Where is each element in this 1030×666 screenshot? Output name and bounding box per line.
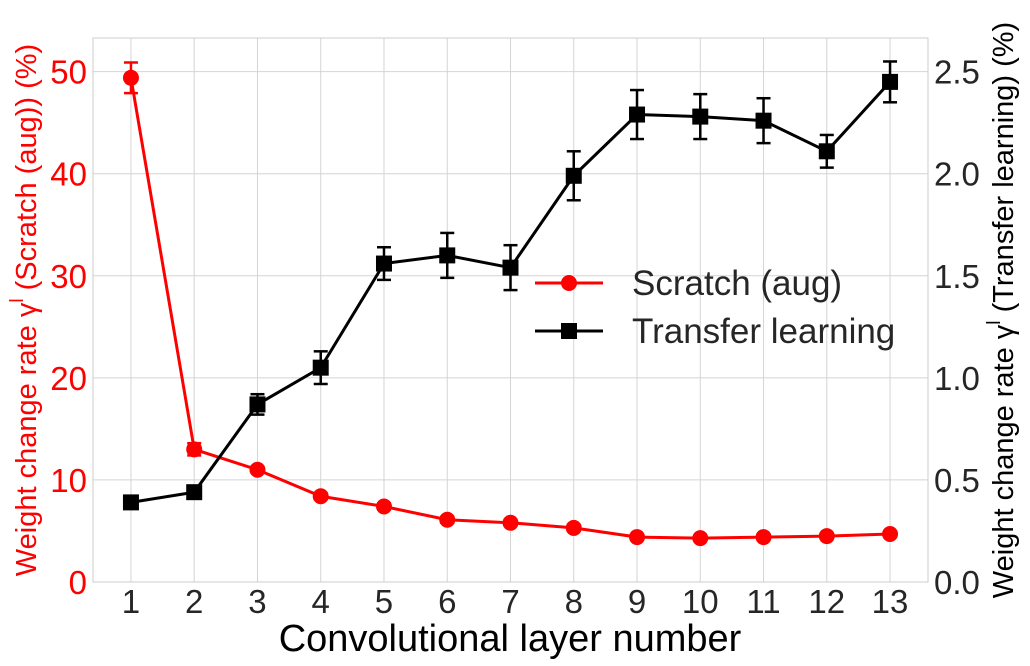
- data-point-transfer: [629, 106, 646, 123]
- data-point-scratch: [692, 530, 709, 547]
- x-tick-label: 4: [312, 583, 330, 620]
- legend: Scratch (aug) Transfer learning: [535, 264, 895, 351]
- y-axis-label-left: Weight change rate γl (Scratch (aug)) (%…: [7, 44, 43, 576]
- legend-item-scratch: Scratch (aug): [535, 264, 842, 303]
- y-tick-label-right: 2.5: [934, 54, 980, 91]
- data-point-transfer: [312, 359, 329, 376]
- series-transfer: [122, 60, 899, 511]
- data-point-transfer: [502, 259, 519, 276]
- data-point-scratch: [502, 514, 519, 531]
- legend-item-transfer: Transfer learning: [535, 312, 895, 351]
- y-axis-label-right-superscript: l: [984, 320, 1005, 324]
- legend-marker: [561, 275, 577, 291]
- data-point-transfer: [755, 112, 772, 129]
- x-tick-label: 13: [872, 583, 909, 620]
- x-tick-label: 1: [122, 583, 140, 620]
- data-point-transfer: [818, 143, 835, 160]
- data-point-scratch: [755, 529, 772, 546]
- plot-frame: [92, 37, 929, 583]
- y-tick-label-left: 0: [69, 564, 87, 601]
- x-tick-label: 6: [438, 583, 456, 620]
- x-axis-label: Convolutional layer number: [279, 618, 742, 660]
- x-tick-label: 10: [682, 583, 719, 620]
- y-tick-label-left: 20: [50, 360, 87, 397]
- x-tick-label: 11: [746, 583, 780, 620]
- data-point-scratch: [565, 519, 582, 536]
- x-tick-label: 7: [501, 583, 519, 620]
- y-tick-label-left: 40: [50, 156, 87, 193]
- data-point-transfer: [882, 73, 899, 90]
- series-scratch: [122, 61, 899, 547]
- grid: [93, 38, 928, 583]
- tick-labels: 1 2 3 4 5 6 7 8 9 10 11 12 13010203040500.00.51.01.5…: [50, 54, 980, 620]
- y-tick-label-right: 1.5: [934, 258, 980, 295]
- y-axis-label-left-superscript: l: [7, 298, 28, 302]
- data-point-scratch: [186, 441, 203, 458]
- y-axis-label-left-suffix: (Scratch (aug)) (%): [11, 44, 43, 299]
- legend-marker: [561, 323, 577, 339]
- y-tick-label-right: 0.0: [934, 564, 980, 601]
- x-tick-label: 2: [185, 583, 203, 620]
- y-tick-label-right: 0.5: [934, 462, 980, 499]
- data-point-transfer: [249, 396, 266, 413]
- x-tick-label: 8: [565, 583, 583, 620]
- y-tick-label-left: 30: [50, 258, 87, 295]
- data-point-transfer: [439, 247, 456, 264]
- data-point-transfer: [565, 167, 582, 184]
- series-layer: [122, 60, 899, 547]
- data-point-scratch: [882, 526, 899, 543]
- x-tick-label: 9: [628, 583, 646, 620]
- y-tick-label-left: 10: [50, 462, 87, 499]
- x-tick-label: 3: [248, 583, 266, 620]
- data-point-scratch: [629, 529, 646, 546]
- y-axis-label-right-suffix: (Transfer learning) (%): [988, 22, 1020, 321]
- data-point-scratch: [439, 511, 456, 528]
- data-point-transfer: [186, 484, 203, 501]
- data-point-scratch: [249, 461, 266, 478]
- y-axis-label-left-main: Weight change rate γ: [11, 302, 43, 576]
- data-point-transfer: [375, 255, 392, 272]
- y-tick-label-left: 50: [50, 54, 87, 91]
- data-point-scratch: [818, 528, 835, 545]
- data-point-transfer: [122, 494, 139, 511]
- x-tick-label: 12: [808, 583, 845, 620]
- legend-label: Scratch (aug): [632, 264, 842, 303]
- y-tick-label-right: 1.0: [934, 360, 980, 397]
- legend-label: Transfer learning: [632, 312, 895, 351]
- y-tick-label-right: 2.0: [934, 156, 980, 193]
- data-point-scratch: [375, 498, 392, 515]
- x-tick-label: 5: [375, 583, 393, 620]
- y-axis-label-right-main: Weight change rate γ: [988, 324, 1020, 598]
- data-point-scratch: [312, 488, 329, 505]
- data-point-transfer: [692, 108, 709, 125]
- data-point-scratch: [122, 69, 139, 86]
- y-axis-label-right: Weight change rate γl (Transfer learning…: [984, 22, 1020, 598]
